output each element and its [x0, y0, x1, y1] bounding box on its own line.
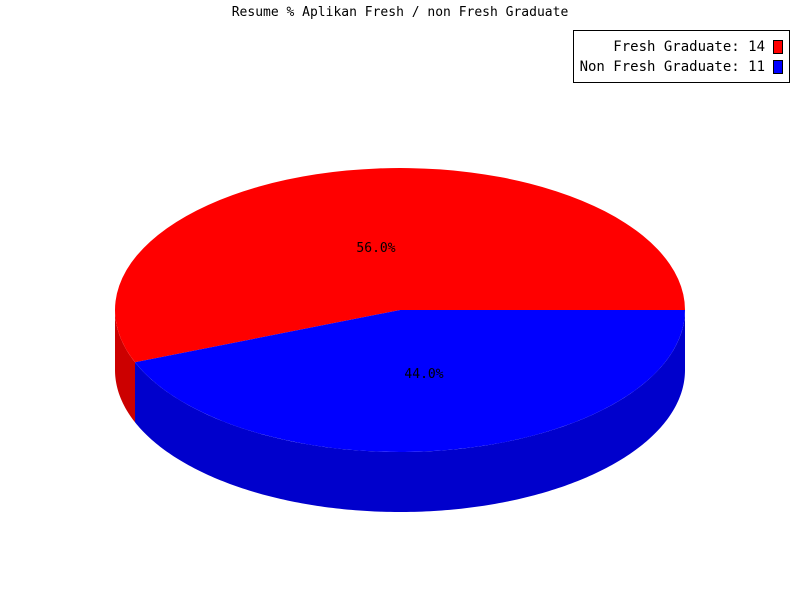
legend-label-non-fresh-graduate: Non Fresh Graduate: 11: [579, 59, 765, 75]
legend-item-fresh-graduate: Fresh Graduate: 14: [580, 37, 783, 57]
pie-slice-fresh-graduate: [115, 168, 685, 363]
legend-item-non-fresh-graduate: Non Fresh Graduate: 11: [580, 57, 783, 77]
legend-swatch-fresh-graduate: [773, 40, 783, 54]
pie-side-fresh-graduate: [115, 311, 136, 423]
legend-swatch-non-fresh-graduate: [773, 60, 783, 74]
pie-slice-non-fresh-graduate: [135, 310, 685, 453]
chart-title: Resume % Aplikan Fresh / non Fresh Gradu…: [231, 5, 569, 20]
chart-legend: Fresh Graduate: 14 Non Fresh Graduate: 1…: [572, 30, 790, 83]
pie-side-non-fresh-graduate: [135, 310, 685, 512]
slice-label-non-fresh-graduate: 44.0%: [404, 367, 443, 382]
slice-label-fresh-graduate: 56.0%: [356, 241, 395, 256]
legend-label-fresh-graduate: Fresh Graduate: 14: [613, 39, 765, 55]
